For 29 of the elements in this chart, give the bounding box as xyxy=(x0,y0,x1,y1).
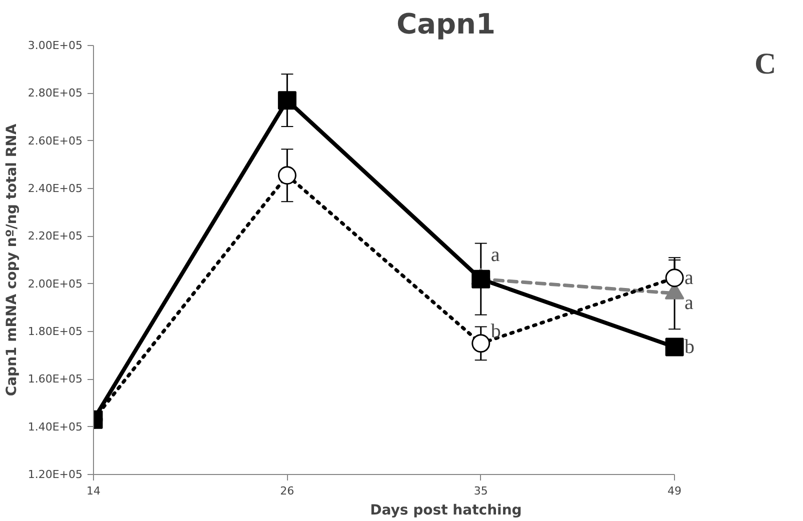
annotation: b xyxy=(684,336,695,358)
annotation: a xyxy=(684,292,694,314)
point xyxy=(665,338,684,356)
x-tick-label: 14 xyxy=(86,484,100,498)
point xyxy=(278,166,296,185)
text: C xyxy=(754,48,776,80)
point xyxy=(472,334,490,353)
x-tick-label: 35 xyxy=(474,484,488,498)
y-tick-label: 2.60E+05 xyxy=(28,134,82,148)
point xyxy=(278,91,296,110)
y-tick-label: 1.80E+05 xyxy=(28,325,82,338)
annotation: b xyxy=(490,320,501,342)
y-tick-label: 1.20E+05 xyxy=(28,468,82,481)
y-tick-label: 1.60E+05 xyxy=(28,372,82,386)
chart-title: Capn1 xyxy=(396,8,496,40)
point xyxy=(665,268,684,288)
y-tick-label: 3.00E+05 xyxy=(28,39,82,52)
y-tick-label: 2.20E+05 xyxy=(28,230,82,243)
x-axis-title: Days post hatching xyxy=(370,502,522,518)
x-tick-label: 26 xyxy=(280,484,294,498)
y-tick-label: 2.80E+05 xyxy=(28,86,82,100)
annotation: a xyxy=(684,266,694,289)
y-tick-label: 2.00E+05 xyxy=(28,277,82,290)
y-tick-label: 1.40E+05 xyxy=(28,420,82,434)
y-tick-label: 2.40E+05 xyxy=(28,182,82,195)
annotation: a xyxy=(490,244,500,266)
y-axis-title: Capn1 mRNA copy nº/ng total RNA xyxy=(4,124,20,396)
point xyxy=(472,270,490,288)
x-tick-label: 49 xyxy=(668,484,682,498)
